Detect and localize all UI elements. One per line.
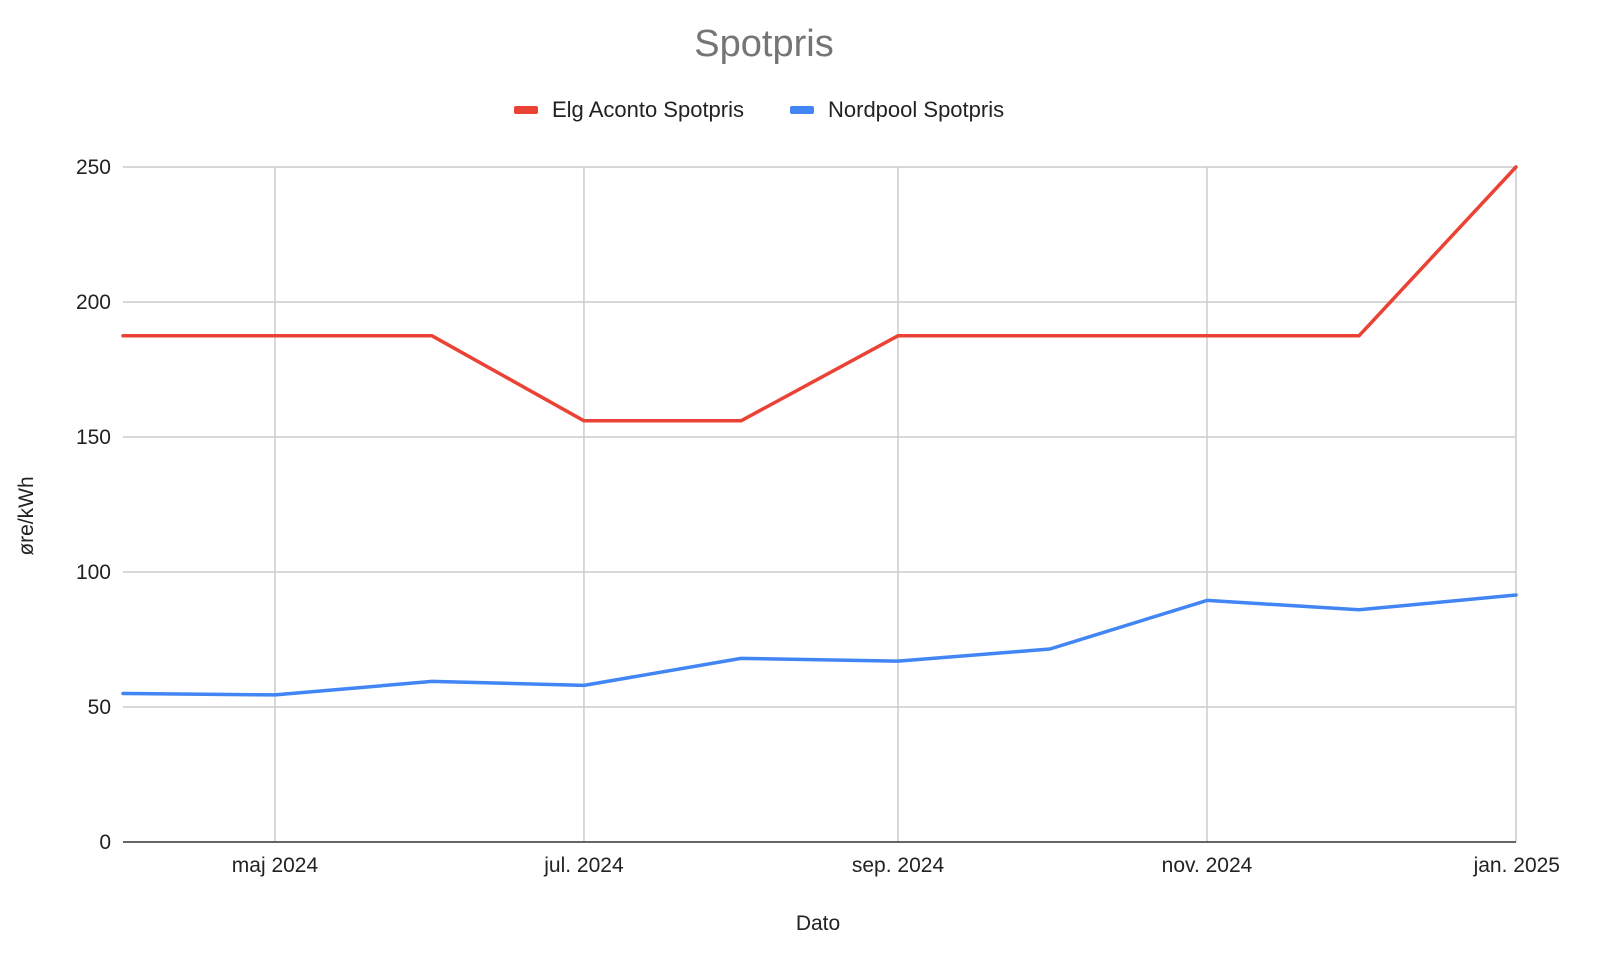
legend-label-nordpool: Nordpool Spotpris [828,97,1004,122]
x-tick-labels: maj 2024 jul. 2024 sep. 2024 nov. 2024 jan. … [232,854,1560,877]
x-axis-label: Dato [796,912,840,935]
y-tick-label: 250 [76,156,111,179]
legend-label-elg: Elg Aconto Spotpris [552,97,744,122]
y-axis-label: øre/kWh [15,476,38,555]
series-line-elg-aconto-spotpris [121,165,1518,423]
y-tick-label: 0 [99,831,111,854]
x-tick-label: sep. 2024 [852,854,945,877]
series-line-nordpool-spotpris [121,593,1518,697]
x-tick-label: jan. 2025 [1473,854,1560,877]
y-tick-label: 200 [76,291,111,314]
x-gridlines [274,167,1517,842]
legend-swatch-elg [514,106,538,114]
chart-title: Spotpris [694,23,833,65]
legend-item-elg[interactable]: Elg Aconto Spotpris [514,97,744,122]
y-tick-label: 150 [76,426,111,449]
y-tick-label: 100 [76,561,111,584]
y-tick-labels: 0 50 100 150 200 250 [76,156,111,854]
x-tick-label: maj 2024 [232,854,319,877]
y-gridlines [123,166,1516,708]
x-tick-label: nov. 2024 [1162,854,1253,877]
legend-item-nordpool[interactable]: Nordpool Spotpris [790,97,1004,122]
x-tick-label: jul. 2024 [543,854,624,877]
legend-swatch-nordpool [790,106,814,114]
legend: Elg Aconto Spotpris Nordpool Spotpris [514,97,1004,122]
y-tick-label: 50 [88,696,111,719]
